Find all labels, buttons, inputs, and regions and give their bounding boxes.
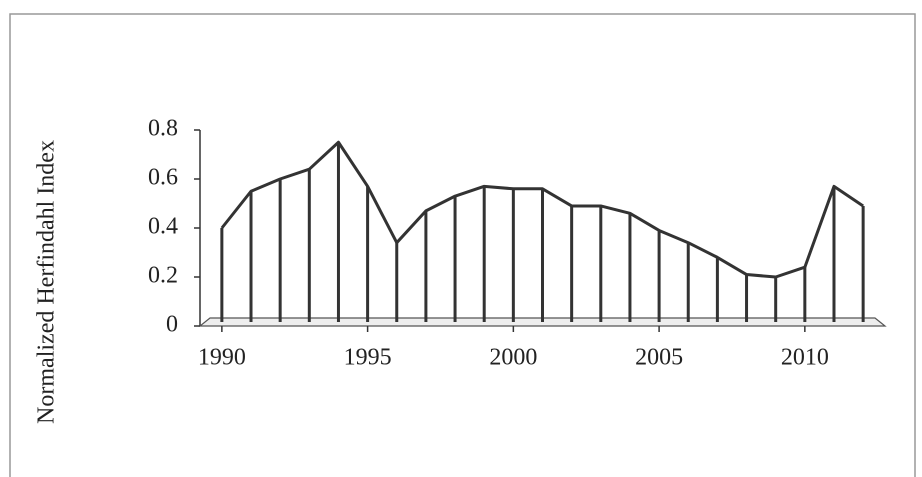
frame xyxy=(9,13,916,477)
y-tick-label: 0.2 xyxy=(148,263,178,289)
data-line xyxy=(220,140,864,279)
y-tick-label: 0.8 xyxy=(148,116,178,142)
y-axis-label: Normalized Herfindahl Index xyxy=(34,140,60,424)
x-tick-label: 2000 xyxy=(489,345,537,371)
y-tick-label: 0 xyxy=(166,312,178,338)
x-tick-label: 2005 xyxy=(635,345,683,371)
x-tick-label: 2010 xyxy=(781,345,829,371)
x-tick-label: 1990 xyxy=(198,345,246,371)
y-tick-label: 0.4 xyxy=(148,214,178,240)
x-tick-label: 1995 xyxy=(344,345,392,371)
y-tick-label: 0.6 xyxy=(148,165,178,191)
